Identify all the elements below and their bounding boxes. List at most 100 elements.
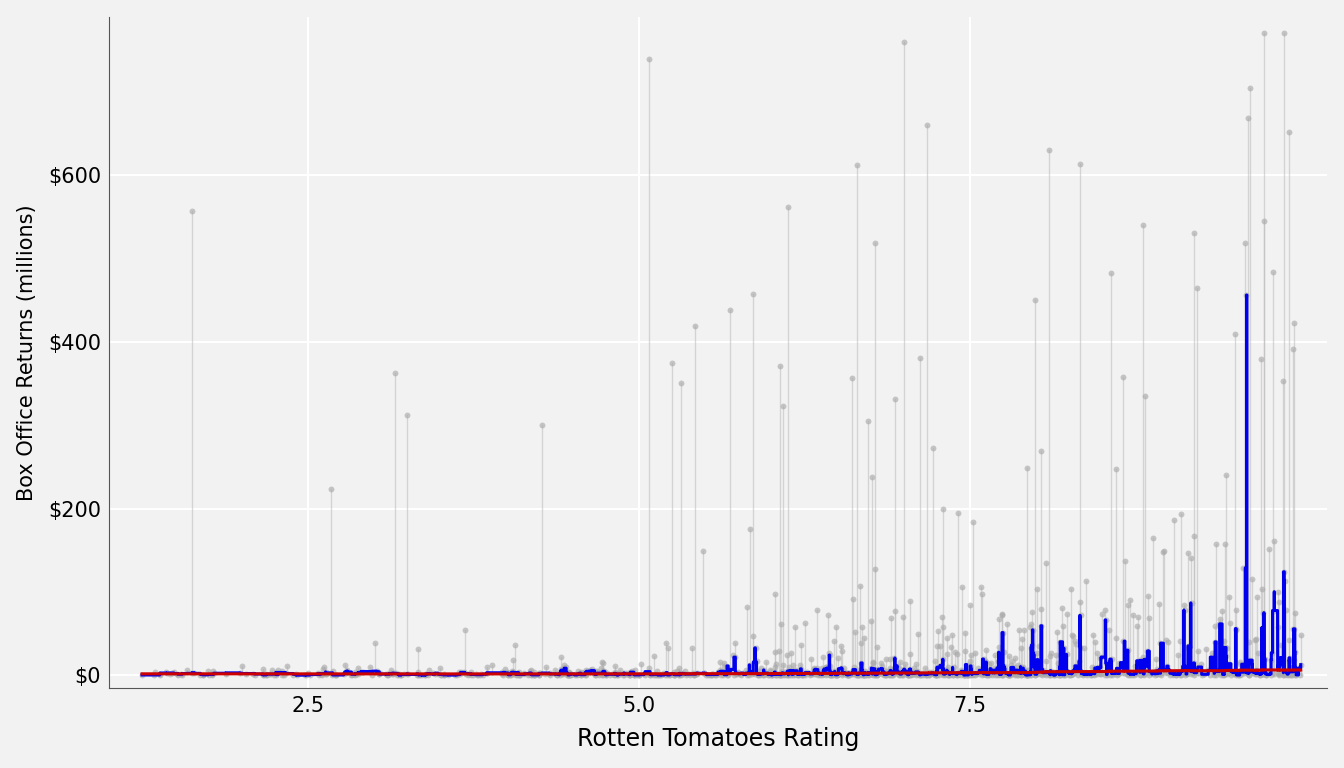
Point xyxy=(684,669,706,681)
Point xyxy=(1129,654,1150,667)
Point xyxy=(852,667,874,680)
Point xyxy=(905,669,926,681)
Point xyxy=(583,669,605,681)
Point xyxy=(765,667,786,680)
Point xyxy=(841,668,863,680)
Point xyxy=(554,659,575,671)
Point xyxy=(1224,622,1246,634)
Point xyxy=(862,668,883,680)
Point xyxy=(1090,651,1111,664)
Point xyxy=(1050,669,1071,681)
Point xyxy=(582,664,603,677)
Point xyxy=(837,669,859,681)
Point xyxy=(1059,669,1081,681)
Point xyxy=(1011,660,1032,673)
Point xyxy=(520,667,542,679)
Point xyxy=(988,669,1009,681)
Point xyxy=(974,667,996,680)
Point xyxy=(1195,643,1216,655)
Point xyxy=(396,409,418,421)
Point xyxy=(1128,666,1149,678)
Point xyxy=(1083,668,1105,680)
Point xyxy=(1118,669,1140,681)
Point xyxy=(169,667,191,680)
Point xyxy=(1068,655,1090,667)
Point xyxy=(492,668,513,680)
Point xyxy=(1278,126,1300,138)
Point xyxy=(555,661,577,674)
Point xyxy=(999,669,1020,681)
Point xyxy=(887,667,909,679)
Point xyxy=(591,656,613,668)
Point xyxy=(1157,664,1179,676)
Point xyxy=(646,665,668,677)
Point xyxy=(1075,667,1097,679)
Point xyxy=(594,666,616,678)
Point xyxy=(782,668,804,680)
Point xyxy=(884,392,906,405)
Point xyxy=(523,669,544,681)
Point xyxy=(1242,573,1263,585)
Point xyxy=(378,667,399,680)
Point xyxy=(827,667,848,680)
Point xyxy=(1245,633,1266,645)
Point xyxy=(839,669,860,681)
Point xyxy=(630,658,652,670)
Point xyxy=(952,667,973,680)
Point xyxy=(433,668,454,680)
Point xyxy=(1215,641,1236,654)
Point xyxy=(453,667,474,679)
Point xyxy=(884,605,906,617)
Point xyxy=(827,669,848,681)
Point xyxy=(946,647,968,660)
Point xyxy=(906,668,927,680)
Point xyxy=(862,669,883,681)
Point xyxy=(758,669,780,681)
Point xyxy=(802,667,824,679)
Point xyxy=(851,664,872,677)
Point xyxy=(880,667,902,680)
Point xyxy=(888,666,910,678)
Point xyxy=(507,669,528,681)
Point xyxy=(974,655,996,667)
Point xyxy=(902,666,923,678)
Point xyxy=(923,668,945,680)
Point xyxy=(1281,668,1302,680)
Point xyxy=(993,645,1015,657)
Point xyxy=(864,237,886,249)
Point xyxy=(1073,669,1094,681)
Point xyxy=(855,669,876,681)
Point xyxy=(617,668,638,680)
Point xyxy=(605,660,626,673)
Point xyxy=(900,667,922,680)
Point xyxy=(1027,583,1048,595)
Point xyxy=(1218,664,1239,677)
Point xyxy=(786,664,808,677)
Point xyxy=(831,663,852,675)
Point xyxy=(818,647,840,660)
Point xyxy=(1117,668,1138,680)
Point xyxy=(1183,667,1204,680)
Point xyxy=(937,669,958,681)
Point xyxy=(808,667,829,680)
Point xyxy=(282,669,304,681)
Point xyxy=(1206,664,1227,677)
Point xyxy=(1027,666,1048,678)
Point xyxy=(747,669,769,681)
Point xyxy=(1012,665,1034,677)
Point xyxy=(684,669,706,681)
Point xyxy=(906,666,927,678)
Point xyxy=(312,669,333,681)
Point xyxy=(1023,660,1044,673)
Point xyxy=(1163,668,1184,680)
Point xyxy=(960,599,981,611)
Point xyxy=(857,668,879,680)
Point xyxy=(167,669,188,681)
Point xyxy=(1097,668,1118,680)
Point xyxy=(345,667,367,680)
Point xyxy=(1062,664,1083,677)
Point xyxy=(1027,647,1048,659)
Point xyxy=(681,642,703,654)
Point xyxy=(664,669,685,681)
Point xyxy=(812,668,833,680)
